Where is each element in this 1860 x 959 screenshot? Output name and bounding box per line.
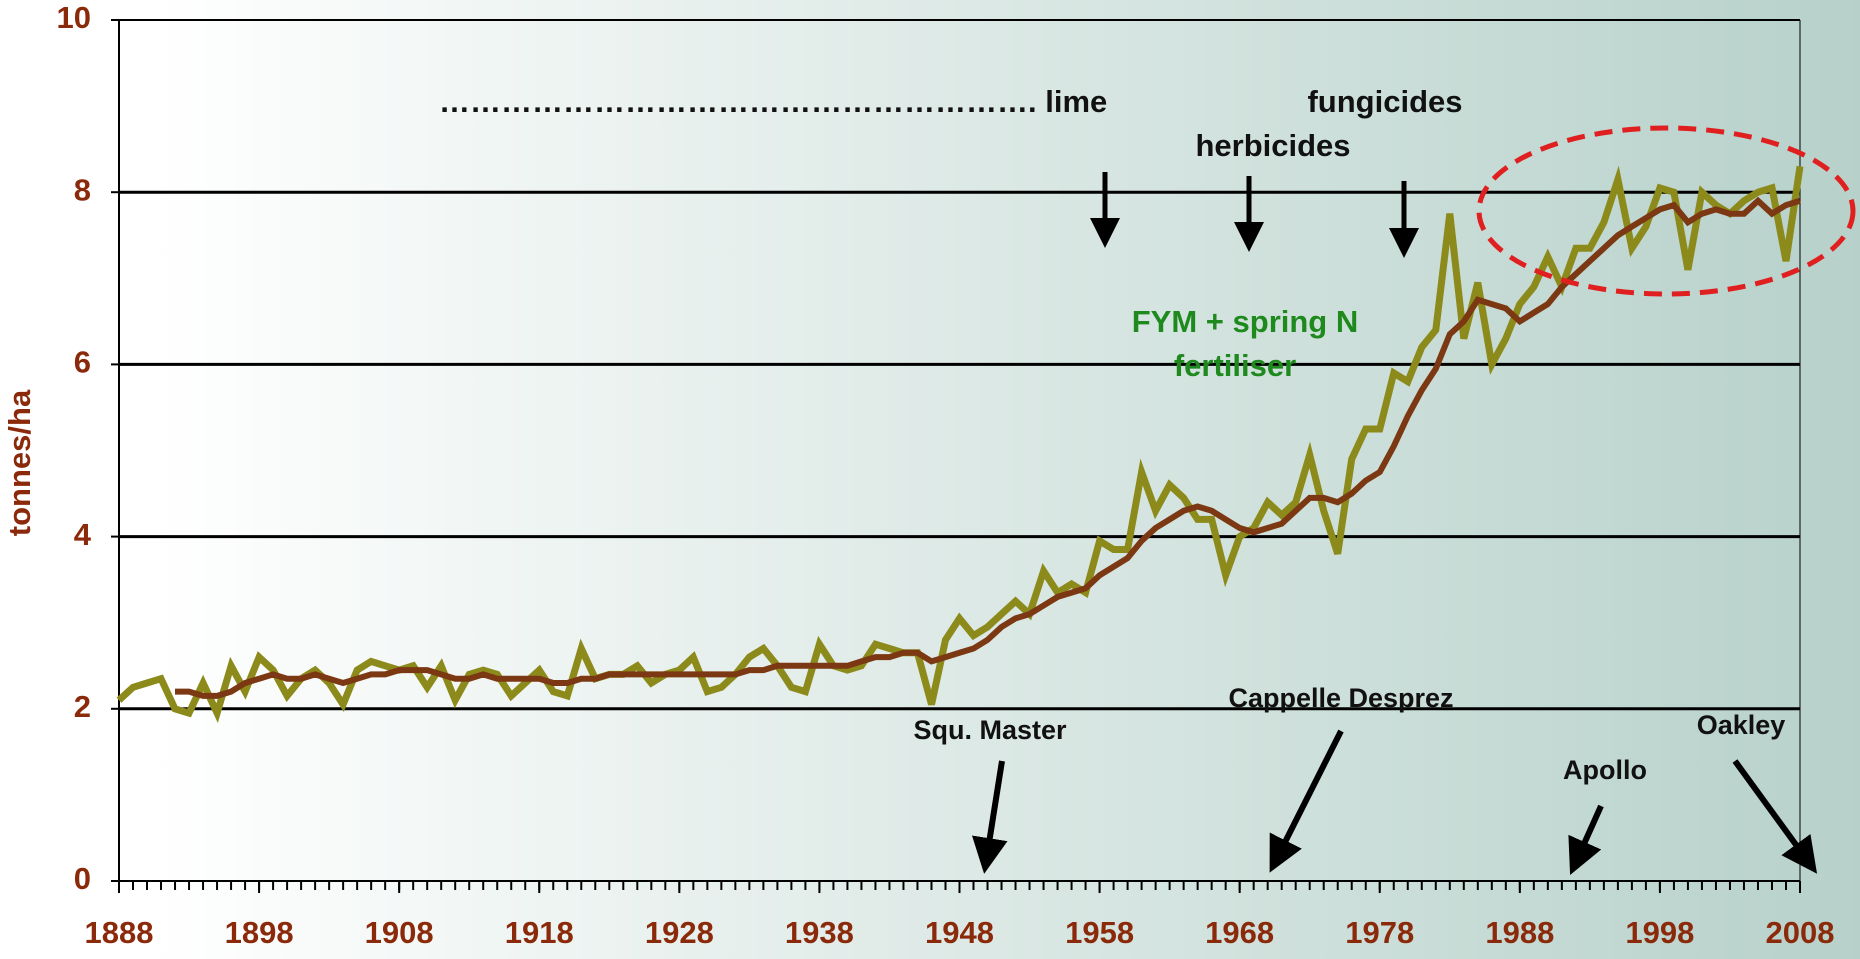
x-tick-label: 1978 — [1345, 915, 1414, 950]
x-tick-label: 1898 — [225, 915, 294, 950]
annotation: Squ. Master — [913, 715, 1067, 745]
annotation: fertiliser — [1174, 348, 1296, 383]
x-tick-label: 1928 — [645, 915, 714, 950]
arrows — [971, 172, 1818, 875]
annotation: FYM + spring N — [1132, 304, 1359, 339]
plot: 0 2 4 6 8 10 1888 1898 1908 1918 1928 1938 1948 1958 1… — [57, 0, 1835, 950]
x-tick-label: 1968 — [1205, 915, 1274, 950]
x-tick-label: 1888 — [85, 915, 154, 950]
x-tick-label: 1958 — [1065, 915, 1134, 950]
annotation: Apollo — [1563, 755, 1647, 785]
y-tick-label: 2 — [74, 689, 91, 724]
y-tick-label: 6 — [74, 345, 91, 380]
annotation: Oakley — [1697, 710, 1786, 740]
y-tick-label: 4 — [74, 517, 92, 552]
mean-line — [175, 196, 1801, 699]
x-tick-label: 1998 — [1625, 915, 1694, 950]
annotation: fungicides — [1307, 84, 1462, 119]
highlight-ellipse — [1476, 125, 1856, 297]
x-tick-label: 1948 — [925, 915, 994, 950]
arrow — [1269, 729, 1344, 873]
y-axis-label: tonnes/ha — [2, 389, 37, 536]
arrow — [1732, 759, 1818, 874]
annotation: …………………………………………………. lime — [439, 84, 1107, 119]
arrow — [971, 760, 1008, 874]
x-tick-label: 1908 — [365, 915, 434, 950]
x-tick-label: 1988 — [1485, 915, 1554, 950]
y-tick-label: 0 — [74, 861, 91, 896]
y-tick-label: 10 — [57, 0, 91, 35]
x-tick-label: 1938 — [785, 915, 854, 950]
x-tick-label: 1918 — [505, 915, 574, 950]
annotation: Cappelle Desprez — [1228, 683, 1453, 713]
x-tick-label: 2008 — [1766, 915, 1835, 950]
annotation: herbicides — [1195, 128, 1350, 163]
arrow — [1568, 804, 1604, 875]
y-tick-label: 8 — [74, 172, 91, 207]
